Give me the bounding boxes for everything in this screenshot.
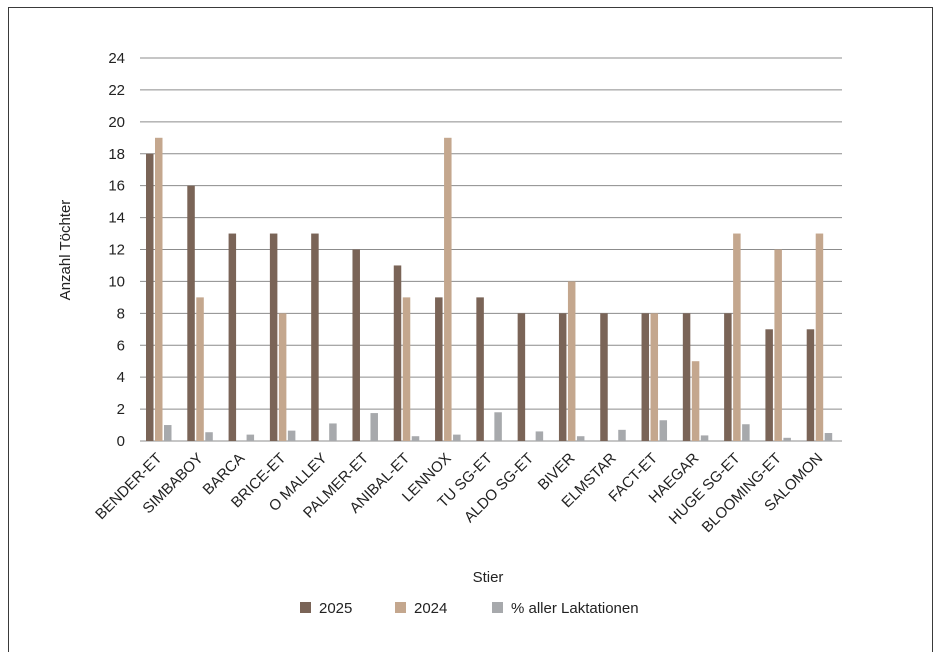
bar-brice-et-series-3: [287, 430, 296, 441]
bar-simbaboy-series-2: [196, 297, 204, 441]
bar-aldo-sg-et-series-3: [535, 431, 544, 441]
chart-frame: [8, 7, 933, 652]
y-tick-label: 24: [108, 50, 125, 67]
bar-bender-et-series-1: [146, 153, 154, 441]
bar-bender-et-series-3: [164, 425, 172, 441]
legend-swatch: [492, 602, 503, 613]
y-tick-label: 4: [117, 369, 125, 386]
bar-lennox-series-2: [444, 137, 452, 441]
bar-palmer-et-series-1: [352, 249, 360, 441]
bar-aldo-sg-et-series-1: [517, 313, 526, 441]
bars: [146, 137, 833, 441]
bar-lennox-series-3: [453, 434, 461, 441]
y-tick-label: 14: [108, 210, 125, 227]
y-tick-label: 0: [117, 433, 125, 450]
bar-haegar-series-1: [682, 313, 691, 441]
bar-tu-sg-et-series-3: [494, 412, 502, 441]
bar-huge-sg-et-series-3: [742, 424, 750, 441]
legend-label: % aller Laktationen: [511, 600, 639, 617]
y-tick-label: 2: [117, 401, 125, 418]
bar-lennox-series-1: [435, 297, 443, 441]
bar-brice-et-series-2: [278, 313, 287, 441]
y-tick-label: 6: [117, 337, 125, 354]
bar-salomon-series-2: [815, 233, 824, 441]
bar-tu-sg-et-series-1: [476, 297, 484, 441]
bar-fact-et-series-3: [659, 420, 668, 441]
bar-salomon-series-1: [806, 329, 815, 441]
legend-label: 2025: [319, 600, 352, 617]
y-tick-label: 12: [108, 242, 125, 259]
bar-blooming-et-series-1: [765, 329, 773, 441]
bar-anibal-et-series-1: [393, 265, 402, 441]
bar-o-malley-series-3: [329, 423, 337, 441]
bar-barca-series-3: [246, 434, 255, 441]
y-axis-title: Anzahl Töchter: [57, 200, 74, 301]
bar-biver-series-2: [567, 281, 576, 441]
bar-haegar-series-2: [691, 361, 700, 441]
x-axis-title: Stier: [473, 569, 504, 586]
bar-biver-series-1: [558, 313, 567, 441]
bar-elmstar-series-1: [600, 313, 608, 441]
bar-anibal-et-series-2: [402, 297, 411, 441]
bar-huge-sg-et-series-2: [733, 233, 741, 441]
bar-huge-sg-et-series-1: [724, 313, 732, 441]
bar-salomon-series-3: [824, 433, 833, 441]
bar-o-malley-series-1: [311, 233, 319, 441]
bar-simbaboy-series-1: [187, 185, 195, 441]
bar-palmer-et-series-3: [370, 413, 378, 441]
y-tick-label: 8: [117, 305, 125, 322]
legend: 2025 2024 % aller Laktationen: [300, 600, 639, 617]
bar-bender-et-series-2: [155, 137, 163, 441]
bar-haegar-series-3: [700, 435, 709, 441]
bar-fact-et-series-2: [650, 313, 659, 441]
legend-swatch: [300, 602, 311, 613]
y-tick-label: 20: [108, 114, 125, 131]
bar-anibal-et-series-3: [411, 436, 420, 441]
bar-blooming-et-series-2: [774, 249, 782, 441]
y-tick-label: 16: [108, 178, 125, 195]
bar-blooming-et-series-3: [783, 437, 791, 441]
bar-brice-et-series-1: [269, 233, 278, 441]
gridlines: [140, 57, 842, 442]
y-tick-label: 18: [108, 146, 125, 163]
bar-simbaboy-series-3: [205, 432, 213, 441]
legend-label: 2024: [414, 600, 447, 617]
y-tick-label: 10: [108, 273, 125, 290]
y-tick-label: 22: [108, 82, 125, 99]
bar-barca-series-1: [228, 233, 237, 441]
legend-swatch: [395, 602, 406, 613]
bar-elmstar-series-3: [618, 429, 626, 441]
bar-fact-et-series-1: [641, 313, 650, 441]
bar-biver-series-3: [576, 436, 585, 441]
